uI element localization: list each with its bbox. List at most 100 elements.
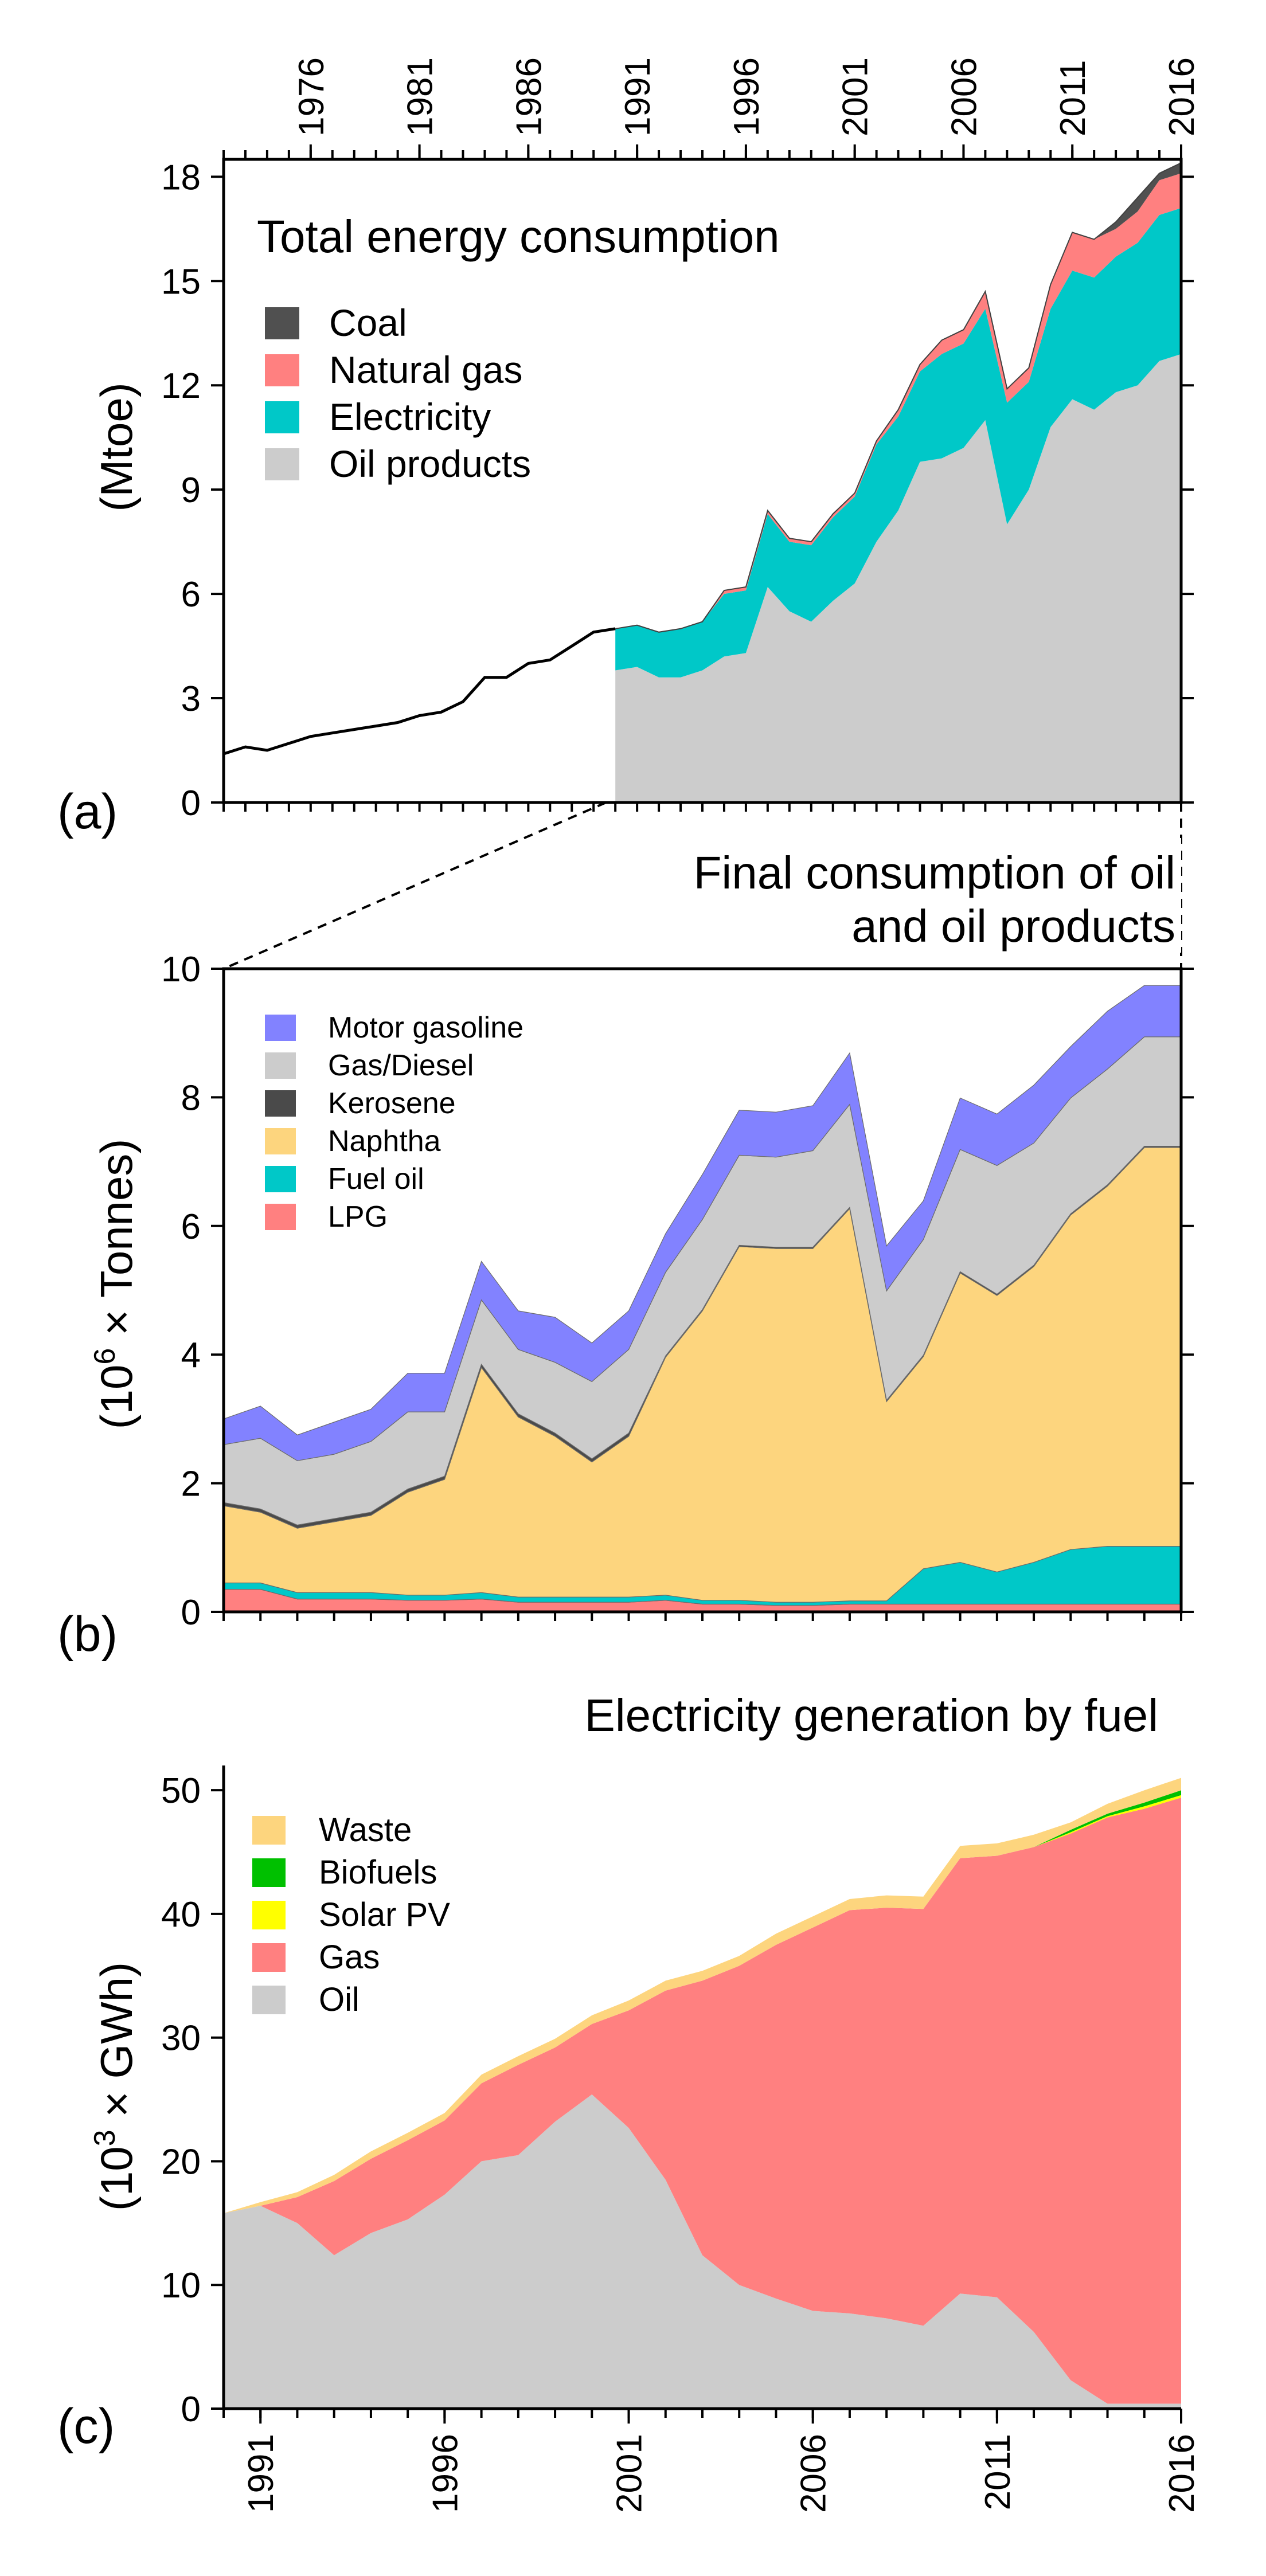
panel-c-area-gas: [224, 1798, 1181, 2404]
panel-c-xtick-label: 2001: [610, 2434, 650, 2513]
legend-label-a-oil-products: Oil products: [329, 443, 531, 485]
legend-label-b-lpg: LPG: [328, 1200, 388, 1234]
panel-b-legend: Motor gasoline Gas/Diesel Kerosene Naphtha F…: [265, 1011, 523, 1234]
panel-a-xtick-label: 2011: [1053, 60, 1093, 136]
legend-label-b-gas-diesel: Gas/Diesel: [328, 1049, 474, 1082]
panel-c-legend: Waste Biofuels Solar PV Gas Oil: [252, 1811, 450, 2018]
panel-a: 0 3 6 9 12 15 18 1976 1981 1986 1991 1996 2001 2006 20…: [57, 57, 1202, 839]
legend-label-b-motor-gasoline: Motor gasoline: [328, 1011, 523, 1044]
panel-b-ylabel-rest: × Tonnes): [91, 1139, 142, 1348]
legend-label-b-fuel-oil: Fuel oil: [328, 1162, 424, 1196]
panel-a-area-oil-products: [615, 354, 1181, 802]
panel-c: Electricity generation by fuel 0 10 20 30 40…: [57, 1690, 1202, 2513]
panel-c-ytick-label: 0: [181, 2390, 201, 2429]
legend-swatch-c-waste: [252, 1816, 286, 1845]
legend-swatch-b-motor-gasoline: [265, 1015, 296, 1041]
legend-swatch-c-solar-pv: [252, 1901, 286, 1929]
panel-a-ytick-label: 3: [181, 679, 201, 719]
panel-c-ticks: 0 10 20 30 40 50 1991 1996 2001 2006 2011 2016: [161, 1771, 1202, 2513]
panel-c-ylabel-sup: 3: [88, 2129, 122, 2146]
panel-a-ytick-label: 15: [161, 262, 201, 302]
panel-c-xtick-label: 2011: [978, 2434, 1018, 2510]
panel-c-xtick-label: 2006: [794, 2434, 834, 2513]
zoom-connector-left: [223, 801, 607, 970]
panel-a-xtick-label: 2016: [1162, 57, 1202, 136]
panel-b-ytick-label: 0: [181, 1593, 201, 1632]
panel-a-xtick-label: 1981: [401, 57, 440, 136]
panel-c-xtick-label: 2016: [1162, 2434, 1202, 2513]
panel-a-xtick-label: 2001: [836, 57, 876, 136]
legend-swatch-c-biofuels: [252, 1858, 286, 1887]
panel-c-ytick-label: 20: [161, 2142, 201, 2182]
panel-b-ylabel-base: (10: [91, 1365, 142, 1430]
panel-b-ytick-label: 2: [181, 1465, 201, 1504]
legend-label-c-solar-pv: Solar PV: [319, 1896, 450, 1933]
panel-c-title: Electricity generation by fuel: [584, 1690, 1158, 1741]
legend-label-c-biofuels: Biofuels: [319, 1854, 437, 1891]
panel-a-title: Total energy consumption: [257, 211, 780, 262]
panel-a-ytick-label: 12: [161, 366, 201, 406]
legend-swatch-a-natural-gas: [265, 354, 299, 386]
panel-a-xtick-label: 1986: [509, 57, 549, 136]
panel-b-ytick-label: 10: [161, 950, 201, 989]
panel-a-xtick-label: 1996: [727, 57, 767, 136]
panel-b-ylabel-sup: 6: [88, 1348, 122, 1365]
legend-swatch-b-kerosene: [265, 1090, 296, 1117]
legend-label-c-waste: Waste: [319, 1811, 412, 1849]
legend-label-c-gas: Gas: [319, 1939, 380, 1976]
panel-b-title-line-2: and oil products: [851, 901, 1175, 952]
legend-swatch-b-fuel-oil: [265, 1166, 296, 1192]
panel-c-area-oil: [224, 2094, 1181, 2409]
panel-c-ytick-label: 10: [161, 2266, 201, 2305]
panel-b-title-backdrop: [619, 838, 1181, 953]
panel-a-xtick-label: 1976: [292, 57, 331, 136]
panel-a-ytick-label: 18: [161, 158, 201, 197]
legend-label-a-electricity: Electricity: [329, 396, 491, 438]
panel-a-total-line: [223, 162, 1182, 755]
panel-a-ytick-label: 6: [181, 575, 201, 614]
panel-b-ylabel: (106 × Tonnes): [88, 1139, 142, 1430]
panel-a-total-outline: [615, 162, 1182, 633]
legend-swatch-c-gas: [252, 1943, 286, 1972]
legend-label-a-coal: Coal: [329, 302, 407, 344]
panel-c-areas: [224, 1778, 1181, 2409]
panel-a-ytick-label: 0: [181, 784, 201, 823]
panel-b: Final consumption of oil and oil product…: [57, 838, 1194, 1662]
panel-c-letter: (c): [57, 2399, 115, 2454]
panel-b-ytick-label: 8: [181, 1078, 201, 1118]
legend-swatch-a-electricity: [265, 401, 299, 433]
panel-c-ylabel-base: (10: [91, 2146, 142, 2211]
legend-swatch-b-naphtha: [265, 1128, 296, 1154]
panel-a-areas: [615, 163, 1181, 802]
panel-b-letter: (b): [57, 1607, 118, 1662]
panel-a-ylabel: (Mtoe): [91, 382, 142, 511]
panel-b-ticks: 0 2 4 6 8 10: [161, 950, 1194, 1632]
panel-a-legend: Coal Natural gas Electricity Oil products: [265, 302, 531, 485]
panel-a-xtick-label: 1991: [618, 57, 658, 136]
legend-swatch-a-oil-products: [265, 448, 299, 480]
panel-b-title-line-1: Final consumption of oil: [694, 847, 1175, 898]
legend-swatch-b-lpg: [265, 1204, 296, 1230]
panel-b-ytick-label: 6: [181, 1207, 201, 1247]
panel-a-letter: (a): [57, 784, 118, 839]
panel-b-ytick-label: 4: [181, 1336, 201, 1375]
panel-a-ticks: 0 3 6 9 12 15 18 1976 1981 1986 1991 1996 2001 2006 20…: [161, 57, 1202, 823]
panel-a-ytick-label: 9: [181, 471, 201, 510]
panel-c-ytick-label: 30: [161, 2019, 201, 2058]
panel-a-total-line-path: [223, 627, 616, 755]
panel-c-xtick-label: 1991: [241, 2434, 281, 2513]
panel-c-xtick-label: 1996: [425, 2434, 465, 2513]
legend-label-b-kerosene: Kerosene: [328, 1087, 456, 1120]
legend-label-b-naphtha: Naphtha: [328, 1125, 441, 1158]
legend-label-a-natural-gas: Natural gas: [329, 349, 523, 391]
panel-c-area-waste: [224, 1778, 1181, 2214]
legend-swatch-b-gas-diesel: [265, 1052, 296, 1079]
panel-c-ytick-label: 40: [161, 1895, 201, 1935]
panel-c-ytick-label: 50: [161, 1771, 201, 1811]
panel-a-xtick-label: 2006: [944, 57, 984, 136]
legend-swatch-a-coal: [265, 307, 299, 339]
legend-swatch-c-oil: [252, 1986, 286, 2014]
panel-c-ylabel: (103 × GWh): [88, 1962, 142, 2211]
panel-a-area-electricity: [615, 208, 1181, 678]
